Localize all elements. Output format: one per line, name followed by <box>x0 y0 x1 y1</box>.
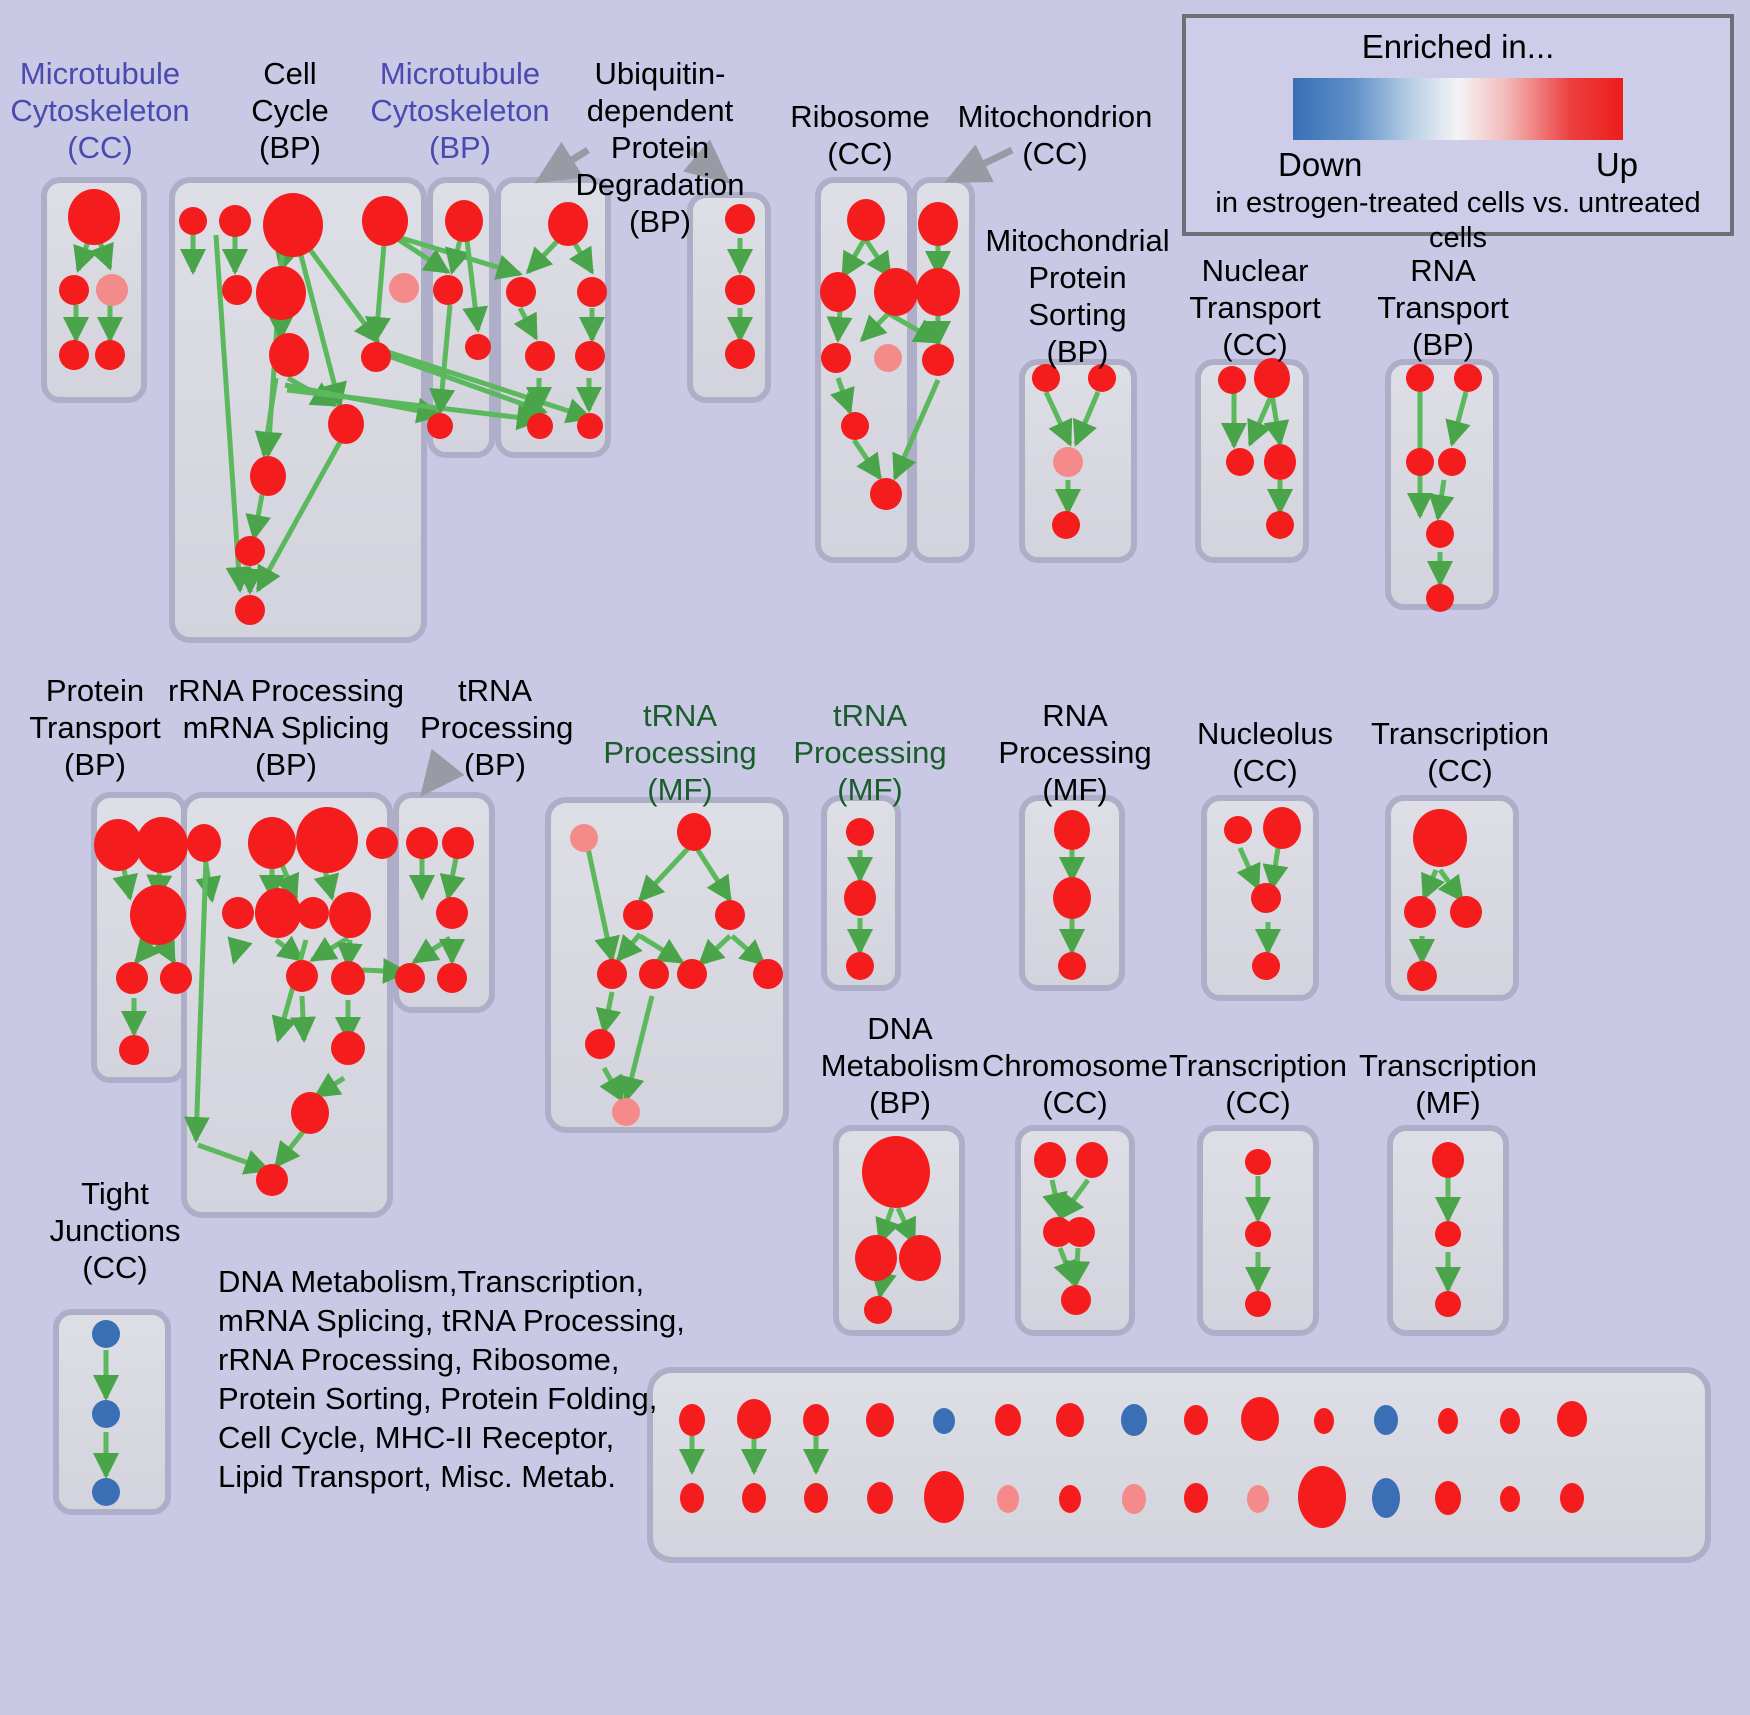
tight-junction-nodes <box>92 1320 120 1506</box>
cluster-label-rrna-mrna-bp: rRNA Processing mRNA Splicing (BP) <box>167 673 405 782</box>
cluster-label-microtubule-cytoskeleton-bp: Microtubule Cytoskeleton (BP) <box>370 56 550 165</box>
cluster-label-trna-processing-mf-2: tRNA Processing (MF) <box>793 698 947 807</box>
network-edges <box>63 228 1471 1480</box>
legend-endpoints: Down Up <box>1278 146 1638 184</box>
cluster-label-nucleolus-cc: Nucleolus (CC) <box>1196 716 1334 788</box>
legend-high-label: Up <box>1595 146 1638 183</box>
cluster-label-mitochondrion-cc: Mitochondrion (CC) <box>957 99 1153 171</box>
cluster-label-transcription-cc-top: Transcription (CC) <box>1370 716 1550 788</box>
legend-subtitle: in estrogen-treated cells vs. untreated … <box>1215 187 1701 254</box>
legend-low-label: Down <box>1278 146 1363 183</box>
cluster-label-chromosome-cc: Chromosome (CC) <box>981 1048 1169 1120</box>
cluster-label-trna-processing-mf-1: tRNA Processing (MF) <box>603 698 757 807</box>
bottom-panel-top-row <box>679 1397 1587 1441</box>
legend-panel: Enriched in... Down Up in estrogen-treat… <box>1182 14 1734 254</box>
cluster-label-dna-metabolism-bp: DNA Metabolism (BP) <box>820 1011 980 1120</box>
misc-categories-text: DNA Metabolism,Transcription, mRNA Splic… <box>218 1264 685 1494</box>
cluster-label-nuclear-transport-cc: Nuclear Transport (CC) <box>1189 253 1321 362</box>
cluster-label-mitochondrial-protein-sorting-bp: Mitochondrial Protein Sorting (BP) <box>985 223 1170 369</box>
bottom-panel-bottom-row <box>680 1466 1584 1528</box>
network-nodes <box>59 189 1587 1528</box>
legend-colorbar <box>1293 78 1623 140</box>
cluster-label-microtubule-cytoskeleton-cc: Microtubule Cytoskeleton (CC) <box>10 56 190 165</box>
cluster-label-trna-processing-bp: tRNA Processing (BP) <box>420 673 574 782</box>
cluster-label-ubiquitin-degradation-bp: Ubiquitin- dependent Protein Degradation… <box>575 56 745 239</box>
cluster-label-transcription-mf: Transcription (MF) <box>1358 1048 1538 1120</box>
legend-title: Enriched in... <box>1361 28 1555 65</box>
cluster-label-protein-transport-bp: Protein Transport (BP) <box>29 673 161 782</box>
cluster-label-rna-transport-bp: RNA Transport (BP) <box>1377 253 1509 362</box>
pointer-arrows <box>420 139 1014 797</box>
cluster-label-transcription-cc-bottom: Transcription (CC) <box>1168 1048 1348 1120</box>
cluster-label-rna-processing-mf: RNA Processing (MF) <box>998 698 1152 807</box>
cluster-label-tight-junctions-cc: Tight Junctions (CC) <box>49 1176 181 1285</box>
cluster-label-ribosome-cc: Ribosome (CC) <box>790 99 930 171</box>
cluster-label-cell-cycle-bp: Cell Cycle (BP) <box>251 56 329 165</box>
